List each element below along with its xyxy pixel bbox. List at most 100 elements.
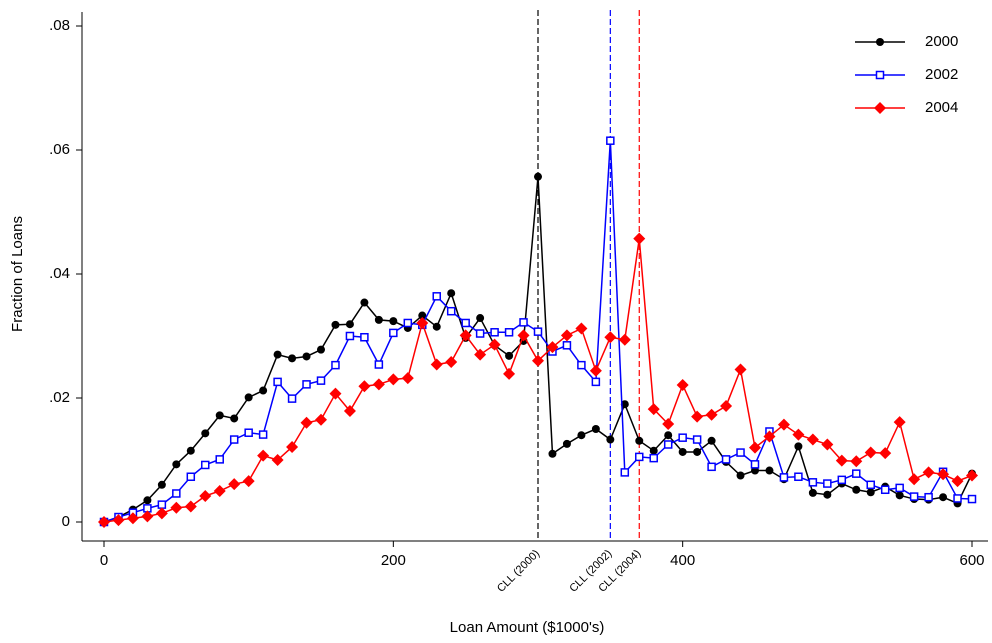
x-tick-label: 400: [670, 552, 695, 569]
point: [343, 405, 356, 418]
point: [864, 446, 877, 459]
point: [141, 510, 154, 523]
point: [763, 430, 776, 443]
point: [534, 172, 542, 181]
point: [575, 322, 588, 335]
point: [517, 329, 530, 342]
point: [288, 354, 297, 363]
point: [808, 478, 818, 487]
point: [360, 298, 369, 307]
legend-label: 2002: [925, 66, 958, 83]
point: [331, 360, 340, 370]
point: [447, 289, 456, 298]
point: [389, 317, 398, 326]
point: [734, 363, 747, 376]
point: [505, 351, 514, 360]
point: [430, 358, 443, 371]
y-tick-label: .04: [49, 265, 70, 282]
point: [230, 414, 239, 423]
point: [852, 469, 861, 478]
point: [215, 455, 224, 464]
point: [287, 394, 297, 403]
point: [777, 418, 790, 431]
point: [966, 469, 978, 482]
point: [895, 491, 904, 500]
x-tick-label: 600: [959, 552, 984, 569]
point: [750, 460, 760, 469]
point: [374, 315, 383, 324]
point: [302, 380, 311, 389]
point: [633, 232, 646, 245]
point: [532, 354, 544, 367]
point: [215, 411, 224, 420]
point: [606, 435, 615, 444]
point: [316, 376, 326, 385]
point: [866, 488, 875, 497]
x-tick-label: 0: [100, 552, 108, 569]
point: [691, 410, 704, 423]
point: [806, 433, 819, 446]
point: [939, 493, 948, 502]
point: [403, 318, 413, 328]
point: [922, 466, 935, 479]
point: [273, 350, 282, 359]
point: [678, 447, 687, 456]
point: [562, 341, 572, 350]
point: [707, 436, 716, 445]
point: [577, 360, 586, 370]
point: [705, 408, 718, 421]
point: [649, 446, 658, 455]
point: [98, 516, 110, 528]
y-tick-label: 0: [62, 513, 70, 530]
x-axis-title: Loan Amount ($1000's): [450, 619, 605, 636]
point: [157, 500, 167, 509]
point: [244, 393, 253, 402]
point: [446, 306, 456, 316]
point: [692, 435, 702, 444]
point: [604, 331, 617, 344]
y-axis-title: Fraction of Loans: [9, 216, 26, 332]
point: [548, 449, 557, 458]
point: [126, 512, 139, 525]
point: [850, 455, 863, 468]
point: [172, 489, 181, 498]
point: [432, 292, 441, 301]
point: [837, 475, 847, 485]
point: [676, 378, 689, 391]
point: [345, 320, 354, 329]
point: [504, 328, 514, 337]
legend-marker: [876, 38, 884, 46]
point: [693, 447, 702, 456]
point: [331, 320, 340, 329]
point: [258, 430, 268, 439]
point: [647, 403, 660, 416]
point: [358, 380, 371, 393]
point: [474, 348, 487, 361]
point: [372, 378, 385, 391]
point: [736, 448, 745, 457]
point: [112, 514, 125, 527]
y-tick-label: .02: [49, 389, 70, 406]
point: [664, 431, 673, 440]
point: [953, 494, 962, 503]
point: [503, 367, 516, 380]
point: [315, 413, 327, 426]
point: [707, 462, 716, 472]
point: [360, 332, 369, 342]
point: [201, 460, 210, 470]
point: [170, 501, 183, 514]
point: [924, 492, 933, 502]
point: [519, 318, 528, 327]
point: [589, 364, 602, 377]
point: [560, 329, 573, 342]
point: [461, 318, 470, 328]
point: [286, 440, 299, 453]
legend-label: 2000: [925, 33, 958, 50]
point: [909, 492, 919, 501]
point: [374, 360, 384, 369]
point: [213, 485, 226, 497]
point: [663, 440, 673, 449]
point: [662, 418, 675, 431]
point: [201, 429, 210, 438]
point: [606, 136, 615, 145]
